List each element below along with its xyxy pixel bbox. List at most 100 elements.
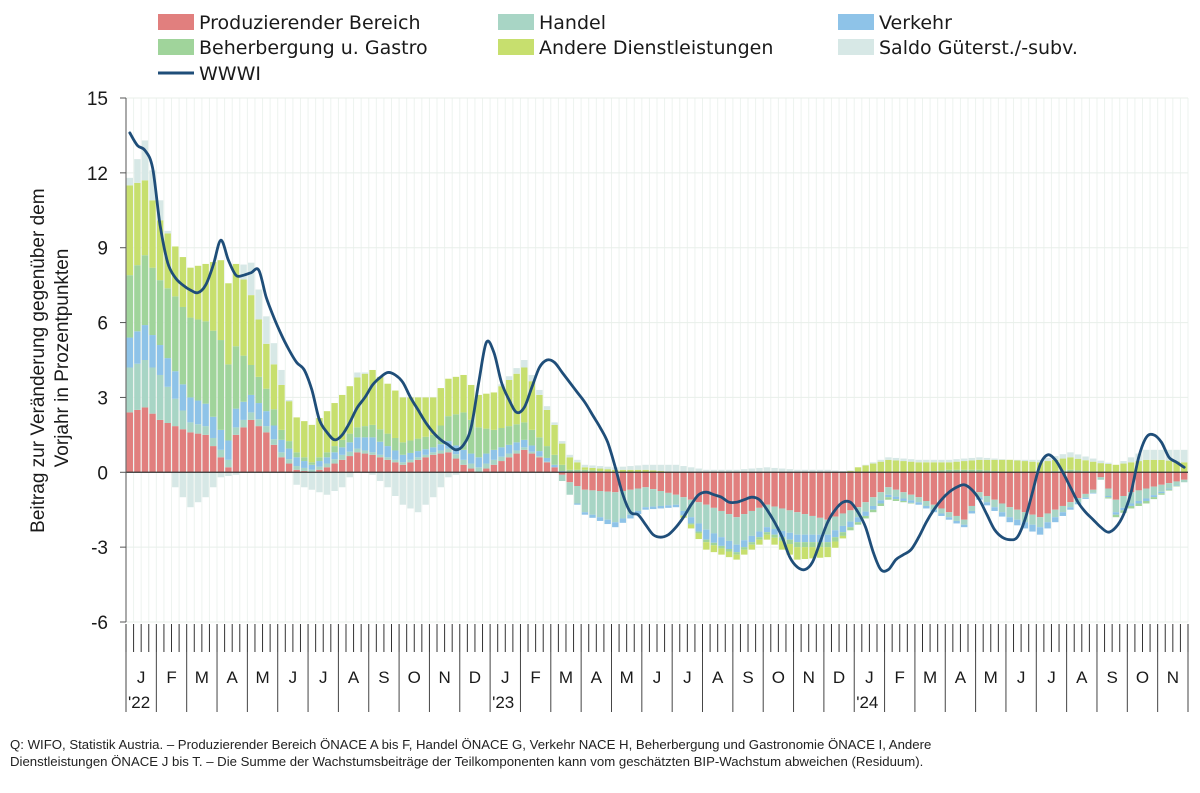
bar-beherbergung-u-gastro — [369, 424, 376, 438]
bar-saldo-g-terst-subv — [1105, 462, 1112, 464]
bar-handel — [467, 463, 475, 469]
bar-saldo-g-terst-subv — [1059, 454, 1067, 459]
bar-produzierender-bereich — [217, 457, 225, 473]
bar-handel — [665, 492, 672, 506]
bar-produzierender-bereich — [741, 472, 748, 515]
bar-beherbergung-u-gastro — [278, 429, 285, 440]
bar-produzierender-bereich — [1082, 472, 1089, 494]
bar-beherbergung-u-gastro — [194, 319, 202, 401]
bar-saldo-g-terst-subv — [953, 459, 960, 462]
bar-produzierender-bereich — [1135, 472, 1142, 491]
bar-verkehr — [991, 507, 998, 511]
gridlines — [125, 97, 1189, 623]
bar-saldo-g-terst-subv — [938, 459, 945, 463]
bar-verkehr — [247, 394, 255, 413]
bar-handel — [126, 367, 133, 413]
bar-andere-dienstleistungen — [953, 461, 960, 470]
bar-verkehr — [733, 544, 740, 553]
x-month-label: S — [378, 668, 389, 687]
bar-andere-dienstleistungen — [710, 545, 718, 553]
bar-produzierender-bereich — [710, 472, 718, 508]
bar-handel — [1143, 488, 1150, 499]
bar-andere-dienstleistungen — [179, 257, 187, 307]
bar-saldo-g-terst-subv — [346, 472, 353, 478]
bar-saldo-g-terst-subv — [968, 457, 975, 461]
bar-saldo-g-terst-subv — [452, 472, 460, 475]
bar-andere-dienstleistungen — [187, 267, 194, 318]
wwwi-line — [128, 131, 1186, 573]
bar-saldo-g-terst-subv — [1150, 449, 1158, 460]
bar-handel — [907, 494, 915, 501]
bar-saldo-g-terst-subv — [771, 467, 778, 473]
bar-verkehr — [308, 464, 316, 470]
bar-beherbergung-u-gastro — [202, 321, 209, 404]
bar-handel — [839, 513, 847, 526]
bar-verkehr — [596, 517, 604, 521]
bar-andere-dienstleistungen — [581, 467, 589, 470]
bar-produzierender-bereich — [285, 463, 293, 473]
bar-verkehr — [179, 384, 187, 411]
bar-verkehr — [475, 457, 482, 468]
bar-produzierender-bereich — [885, 472, 892, 488]
bar-handel — [392, 459, 399, 463]
bar-produzierender-bereich — [452, 458, 460, 473]
bar-handel — [460, 459, 467, 465]
bar-andere-dienstleistungen — [786, 544, 793, 555]
bar-handel — [619, 491, 627, 519]
y-axis-label-line-1: Beitrag zur Veränderung gegenüber dem — [28, 188, 49, 532]
bar-handel — [498, 456, 505, 462]
bar-handel — [574, 486, 581, 504]
bar-handel — [437, 450, 444, 454]
bar-beherbergung-u-gastro — [225, 364, 232, 441]
bar-produzierender-bereich — [862, 472, 869, 503]
bar-handel — [627, 489, 634, 515]
bar-verkehr — [786, 532, 793, 540]
bar-beherbergung-u-gastro — [323, 452, 331, 458]
bar-handel — [862, 502, 869, 512]
bar-beherbergung-u-gastro — [968, 469, 975, 473]
bar-verkehr — [665, 505, 672, 508]
bar-verkehr — [399, 454, 407, 463]
bar-verkehr — [877, 500, 884, 504]
bar-verkehr — [384, 446, 391, 458]
bar-produzierender-bereich — [1059, 472, 1067, 506]
bar-handel — [847, 510, 854, 522]
bar-handel — [695, 502, 702, 524]
bar-produzierender-bereich — [870, 472, 877, 498]
bar-saldo-g-terst-subv — [354, 372, 361, 378]
bar-produzierender-bereich — [528, 453, 536, 473]
bar-produzierender-bereich — [430, 454, 437, 473]
bar-andere-dienstleistungen — [915, 462, 922, 473]
x-axis: J F M A M J J A S O N D J F M A M J J A S O N D J F M A M J J A S O N'22'2… — [125, 624, 1189, 712]
bar-produzierender-bereich — [210, 446, 217, 473]
bar-saldo-g-terst-subv — [263, 316, 270, 344]
bar-andere-dienstleistungen — [885, 459, 892, 473]
x-month-label: A — [1076, 668, 1088, 687]
bar-handel — [801, 514, 809, 535]
bar-saldo-g-terst-subv — [991, 458, 998, 460]
bar-verkehr — [574, 503, 581, 505]
bar-beherbergung-u-gastro — [847, 527, 854, 531]
bar-produzierender-bereich — [877, 472, 884, 493]
bar-handel — [1067, 502, 1074, 508]
bar-saldo-g-terst-subv — [650, 464, 657, 471]
bar-handel — [650, 489, 657, 507]
bar-andere-dienstleistungen — [308, 424, 316, 463]
bar-handel — [399, 462, 407, 465]
bar-verkehr — [210, 416, 217, 438]
bar-produzierender-bereich — [1074, 472, 1082, 499]
bar-handel — [1120, 495, 1127, 508]
bar-produzierender-bereich — [1150, 472, 1158, 487]
bar-verkehr — [285, 448, 293, 460]
bar-produzierender-bereich — [718, 472, 725, 511]
bar-produzierender-bereich — [748, 472, 756, 511]
bar-handel — [558, 474, 566, 482]
bar-saldo-g-terst-subv — [786, 469, 793, 473]
bar-andere-dienstleistungen — [718, 548, 725, 555]
bar-verkehr — [194, 400, 202, 425]
bar-verkehr — [301, 461, 308, 468]
bar-andere-dienstleistungen — [1135, 461, 1142, 473]
bar-produzierender-bereich — [293, 469, 300, 473]
bar-produzierender-bereich — [1158, 472, 1165, 485]
bar-verkehr — [551, 464, 558, 468]
